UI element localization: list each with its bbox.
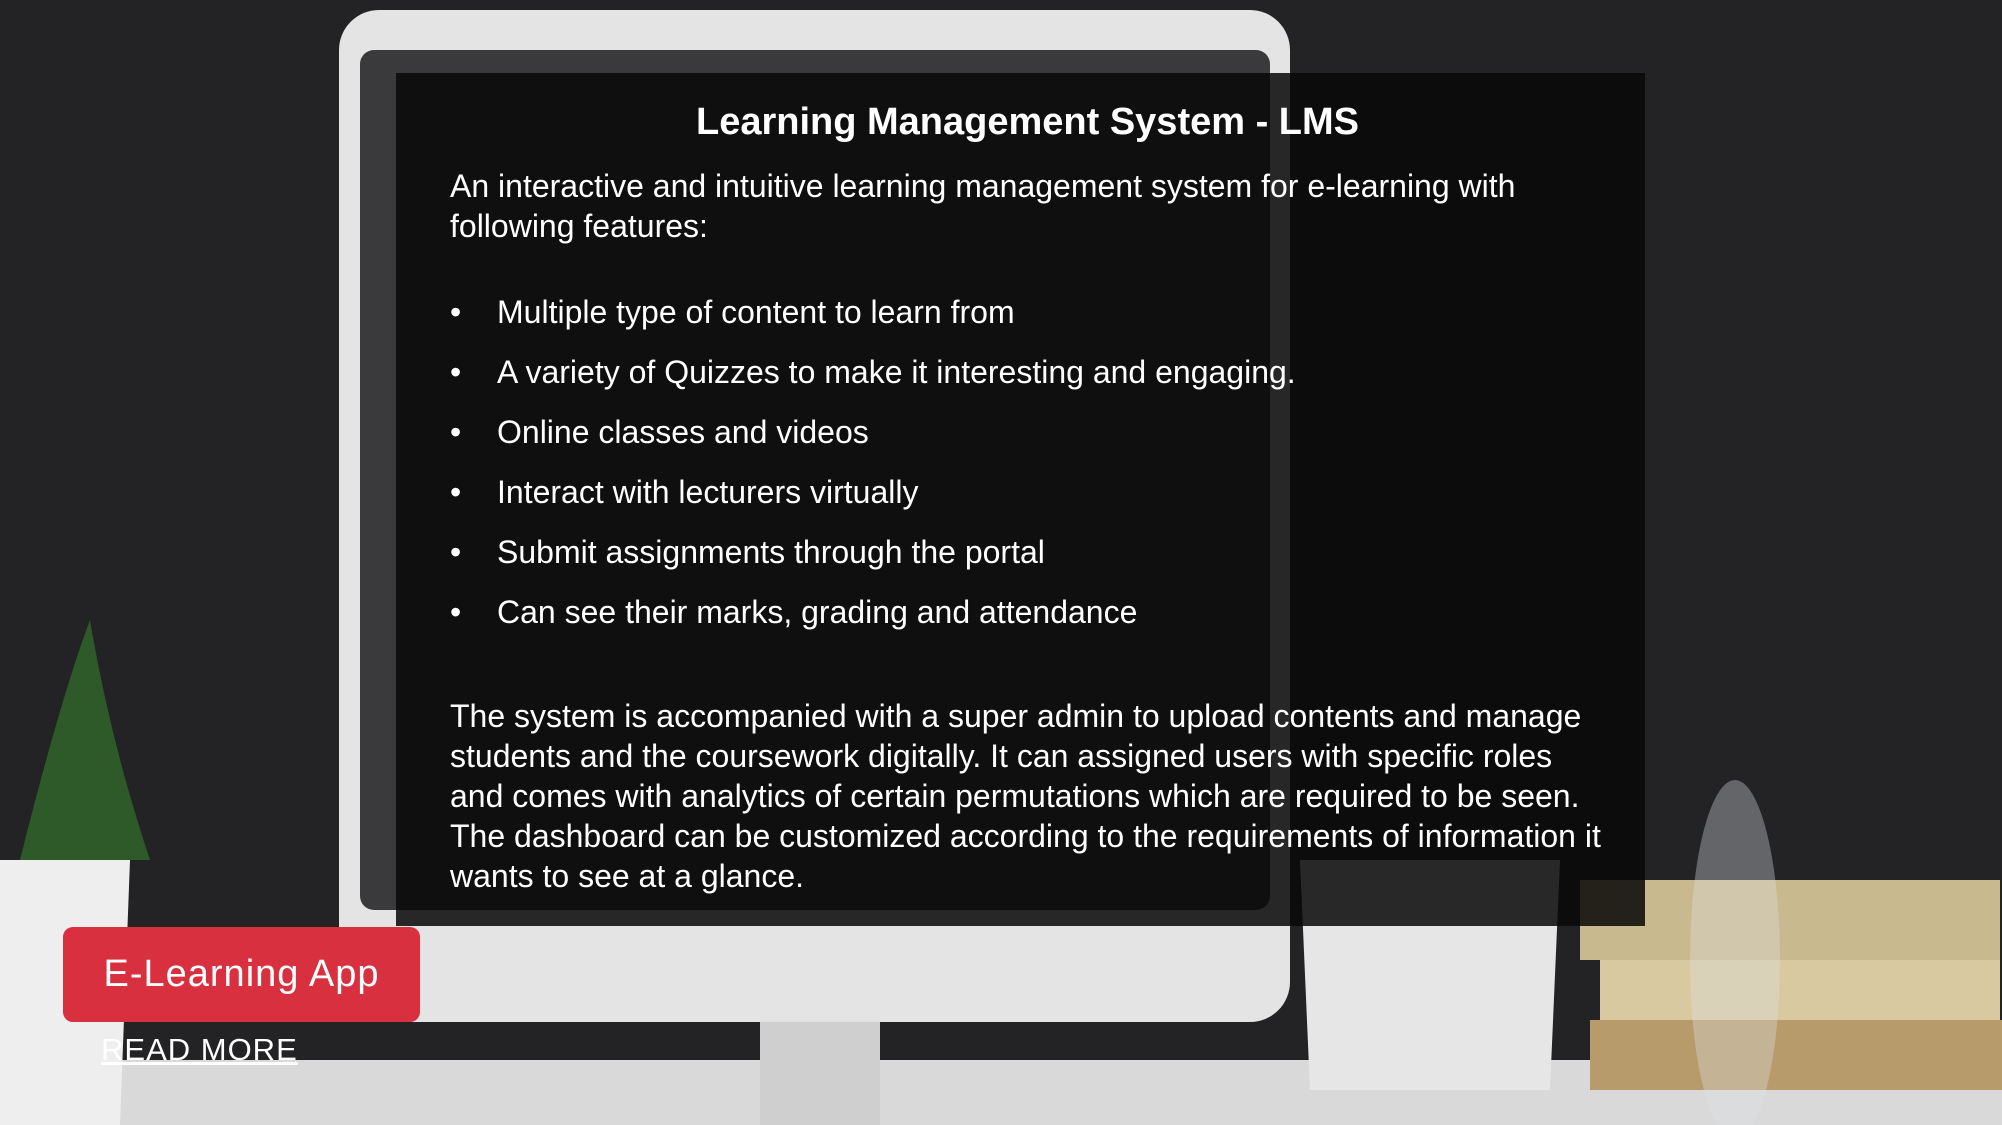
feature-item: Submit assignments through the portal (450, 532, 1605, 592)
feature-item: Can see their marks, grading and attenda… (450, 592, 1605, 652)
feature-item: A variety of Quizzes to make it interest… (450, 352, 1605, 412)
info-panel: Learning Management System - LMS An inte… (396, 73, 1645, 926)
feature-item: Multiple type of content to learn from (450, 292, 1605, 352)
read-more-link[interactable]: READ MORE (101, 1032, 298, 1067)
book (1600, 960, 2000, 1020)
feature-list: Multiple type of content to learn fromA … (450, 292, 1605, 652)
hourglass (1690, 780, 1780, 1125)
monitor-stand (760, 1022, 880, 1125)
plant (20, 620, 150, 860)
book (1590, 1020, 2002, 1090)
panel-title: Learning Management System - LMS (695, 101, 1359, 143)
intro-text: An interactive and intuitive learning ma… (450, 168, 1516, 244)
feature-item: Interact with lecturers virtually (450, 472, 1605, 532)
category-button[interactable]: E-Learning App (63, 927, 420, 1022)
book (1580, 880, 2000, 960)
description-text: The system is accompanied with a super a… (450, 698, 1601, 894)
feature-item: Online classes and videos (450, 412, 1605, 472)
